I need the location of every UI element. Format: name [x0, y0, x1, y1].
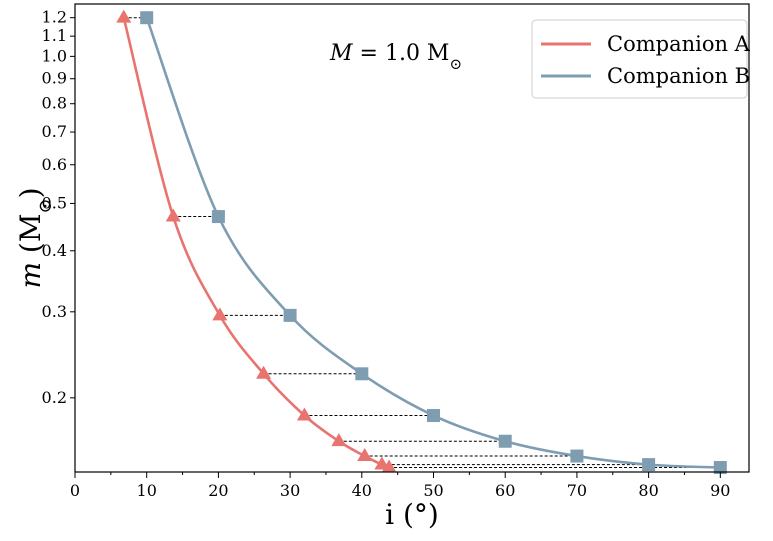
x-tick-label: 80: [638, 481, 658, 500]
data-point-companion-b: [427, 409, 441, 423]
y-tick-label: 0.3: [42, 302, 67, 321]
data-point-companion-a: [296, 407, 312, 421]
data-point-companion-b: [713, 461, 727, 475]
data-point-companion-a: [381, 459, 397, 473]
x-tick-label: 20: [208, 481, 228, 500]
x-tick-label: 40: [352, 481, 372, 500]
x-tick-label: 90: [710, 481, 730, 500]
x-axis-title: i (°): [385, 498, 439, 531]
data-point-companion-a: [165, 208, 181, 222]
y-tick-label: 1.1: [42, 26, 67, 45]
series-markers: [116, 9, 727, 475]
y-axis-title-sun: ⊙: [35, 198, 56, 213]
y-axis-title-close: ): [14, 187, 47, 198]
series-line-companion-a: [122, 17, 390, 469]
data-point-companion-b: [498, 434, 512, 448]
data-point-companion-b: [283, 308, 297, 322]
data-point-companion-a: [331, 433, 347, 447]
y-tick-label: 0.5: [42, 193, 67, 212]
x-tick-label: 10: [137, 481, 157, 500]
x-tick-label: 0: [70, 481, 80, 500]
legend-label-companion-a: Companion A: [607, 32, 751, 56]
data-point-companion-b: [355, 367, 369, 381]
data-point-companion-b: [140, 11, 154, 25]
y-tick-label: 1.2: [42, 8, 67, 27]
x-tick-label: 50: [423, 481, 443, 500]
data-point-companion-a: [116, 9, 132, 23]
y-tick-label: 0.6: [42, 155, 67, 174]
plot-frame: [74, 3, 750, 473]
x-axis-ticks: 0 10 20 30 40 50 60 70 80 90: [70, 472, 730, 500]
leader-lines: [123, 17, 721, 469]
x-tick-label: 70: [567, 481, 587, 500]
data-point-companion-a: [212, 307, 228, 321]
data-point-companion-a: [357, 448, 373, 462]
y-tick-label: 0.7: [42, 122, 67, 141]
y-tick-label: 0.9: [42, 69, 67, 88]
y-tick-label: 0.8: [42, 94, 67, 113]
y-axis-title-symbol: m: [14, 262, 47, 289]
y-tick-label: 1.0: [42, 46, 67, 65]
legend-box: [531, 19, 748, 99]
mass-annotation-sun: ⊙: [449, 55, 462, 73]
y-axis-title: m (M⊙): [14, 187, 56, 288]
data-point-companion-a: [256, 365, 272, 379]
y-axis-title-rest: (M: [14, 213, 47, 262]
data-point-companion-b: [570, 449, 584, 463]
mass-annotation-symbol: M: [329, 41, 353, 66]
mass-annotation-value: = 1.0 M: [353, 41, 450, 66]
legend-label-companion-b: Companion B: [607, 64, 750, 88]
y-tick-label: 0.2: [42, 388, 67, 407]
x-tick-label: 30: [280, 481, 300, 500]
x-tick-label: 60: [495, 481, 515, 500]
data-point-companion-b: [642, 458, 656, 472]
data-point-companion-b: [211, 210, 225, 224]
mass-annotation: M = 1.0 M⊙: [329, 41, 462, 73]
y-axis-ticks: 0.2 0.3 0.4 0.5 0.6 0.7 0.8 0.9 1.01.11.2: [42, 8, 75, 407]
legend: Companion A Companion B: [531, 19, 751, 99]
y-tick-label: 0.4: [42, 241, 67, 260]
